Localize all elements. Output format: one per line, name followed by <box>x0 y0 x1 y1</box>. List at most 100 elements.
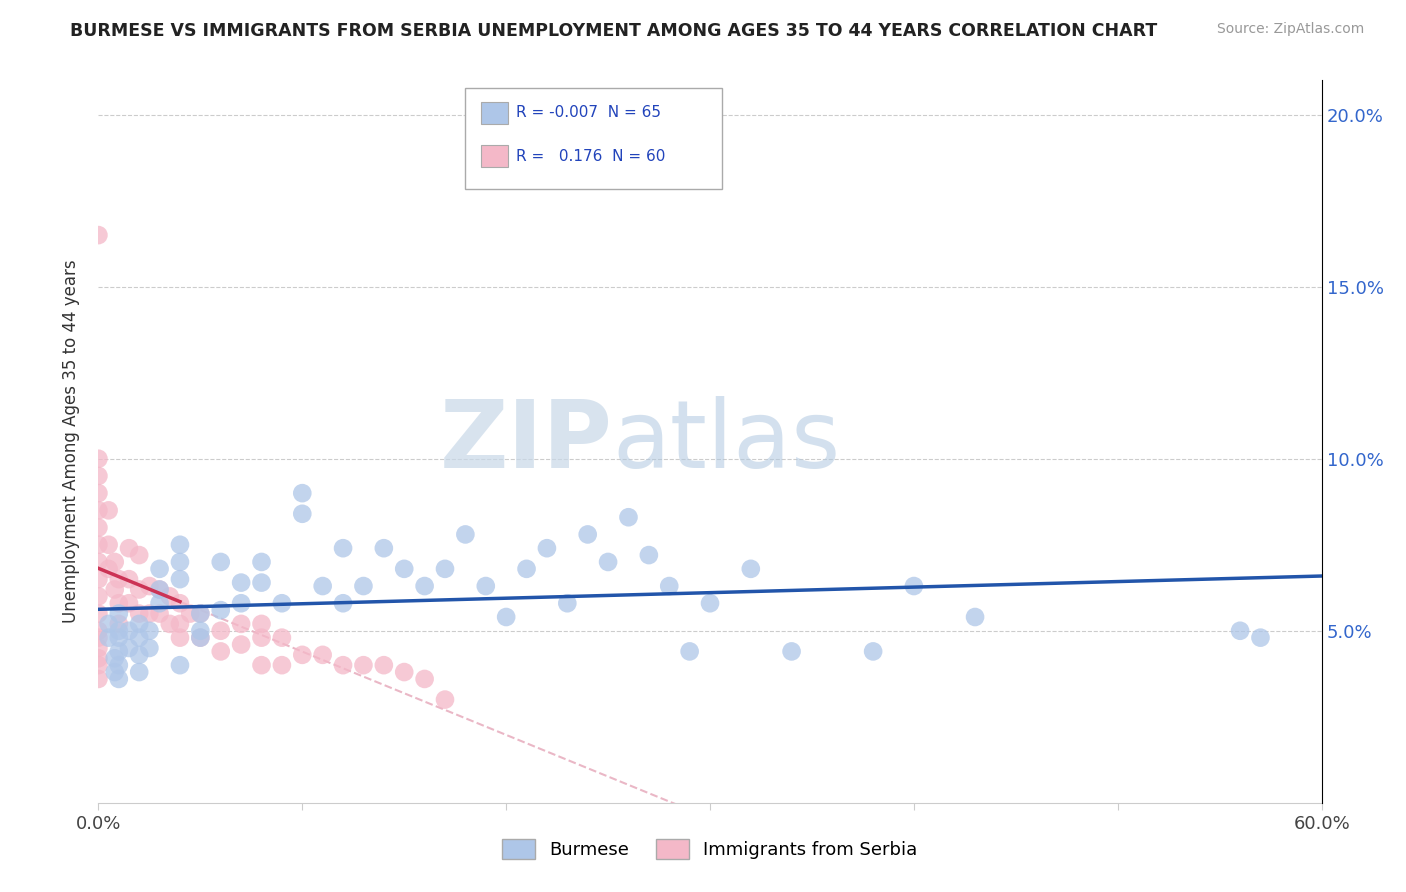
Point <box>373 541 395 556</box>
Point <box>108 658 131 673</box>
Point <box>332 658 354 673</box>
Point <box>250 555 273 569</box>
Point <box>312 579 335 593</box>
Point <box>87 631 110 645</box>
Point <box>128 665 150 679</box>
Point <box>169 572 191 586</box>
Point <box>637 548 661 562</box>
Point <box>392 665 416 679</box>
Bar <box>481 102 508 124</box>
Point <box>118 572 141 586</box>
Point <box>118 624 141 638</box>
Point <box>128 607 150 621</box>
Point <box>413 579 436 593</box>
Point <box>903 579 925 593</box>
Point <box>209 555 232 569</box>
Point <box>108 672 131 686</box>
Point <box>149 596 172 610</box>
Point <box>118 541 141 556</box>
Point <box>332 596 354 610</box>
Text: atlas: atlas <box>612 395 841 488</box>
Point <box>87 607 110 621</box>
Point <box>392 562 416 576</box>
Point <box>169 555 191 569</box>
Point <box>291 486 314 500</box>
Point <box>118 640 141 655</box>
Point <box>209 644 232 658</box>
Point <box>1249 631 1271 645</box>
Point <box>97 631 120 645</box>
Point <box>104 555 127 569</box>
Point <box>332 541 354 556</box>
Point <box>169 631 191 645</box>
Point <box>250 658 273 673</box>
Point <box>159 590 181 604</box>
Point <box>108 624 131 638</box>
Point <box>108 572 131 586</box>
Point <box>128 648 150 662</box>
Point <box>679 644 702 658</box>
Point <box>536 541 558 556</box>
Point <box>188 624 212 638</box>
Point <box>780 644 803 658</box>
Legend: Burmese, Immigrants from Serbia: Burmese, Immigrants from Serbia <box>495 831 925 866</box>
Point <box>516 562 538 576</box>
Point <box>118 596 141 610</box>
Point <box>434 692 457 706</box>
FancyBboxPatch shape <box>465 87 723 189</box>
Point <box>149 582 172 597</box>
Point <box>188 631 212 645</box>
Point <box>108 616 131 631</box>
Point <box>104 582 127 597</box>
Point <box>188 607 212 621</box>
Point <box>97 616 120 631</box>
Point <box>128 548 150 562</box>
Point <box>87 520 110 534</box>
Point <box>270 631 294 645</box>
Point <box>149 607 172 621</box>
Point <box>598 555 620 569</box>
Point <box>87 672 110 686</box>
Point <box>128 582 150 597</box>
Point <box>576 527 599 541</box>
Point <box>87 503 110 517</box>
Point <box>97 538 120 552</box>
Point <box>159 616 181 631</box>
Point <box>250 616 273 631</box>
Point <box>188 631 212 645</box>
Point <box>87 538 110 552</box>
Point <box>454 527 477 541</box>
Point <box>138 640 160 655</box>
Point <box>138 607 160 621</box>
Point <box>138 579 160 593</box>
Point <box>270 658 294 673</box>
Point <box>97 562 120 576</box>
Point <box>179 607 201 621</box>
Point <box>169 596 191 610</box>
Point <box>291 507 314 521</box>
Text: ZIP: ZIP <box>439 395 612 488</box>
Point <box>250 631 273 645</box>
Point <box>965 610 987 624</box>
Point <box>740 562 762 576</box>
Point <box>87 651 110 665</box>
Point <box>149 562 172 576</box>
Point <box>373 658 395 673</box>
Point <box>87 658 110 673</box>
Point <box>413 672 436 686</box>
Point <box>87 486 110 500</box>
Point <box>1229 624 1251 638</box>
Point <box>209 603 232 617</box>
Point <box>97 503 120 517</box>
Point <box>231 596 253 610</box>
Point <box>270 596 294 610</box>
Point <box>617 510 640 524</box>
Point <box>474 579 498 593</box>
Text: R = -0.007  N = 65: R = -0.007 N = 65 <box>516 105 661 120</box>
Point <box>231 575 253 590</box>
Point <box>312 648 335 662</box>
Point <box>658 579 681 593</box>
Point <box>209 624 232 638</box>
Text: R =   0.176  N = 60: R = 0.176 N = 60 <box>516 149 665 163</box>
Point <box>169 616 191 631</box>
